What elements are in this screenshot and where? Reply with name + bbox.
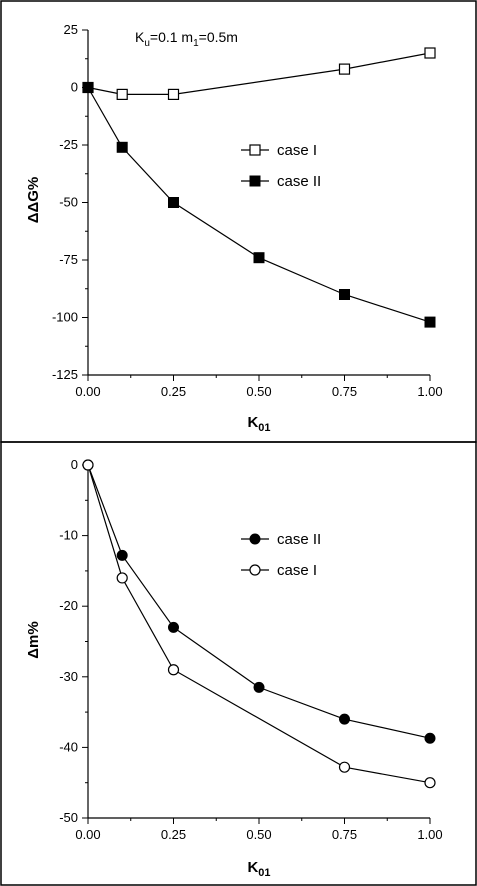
bottom-chart-data-point <box>424 777 436 789</box>
top-chart-data-point <box>424 316 436 328</box>
top-chart-legend-label: case I <box>277 142 317 159</box>
bottom-chart-x-tick-label: 0.00 <box>75 827 100 842</box>
top-chart-legend-label: case II <box>277 173 321 190</box>
bottom-chart-series-2 <box>82 459 436 789</box>
top-chart-annotation-part: =0.5m <box>199 29 238 45</box>
top-chart-data-point <box>82 82 94 93</box>
bottom-chart-data-point <box>339 713 350 725</box>
bottom-chart-data-point <box>338 761 351 773</box>
top-chart-legend-marker <box>249 175 261 187</box>
bottom-chart-x-tick-label: 0.50 <box>246 827 271 842</box>
top-chart-legend-marker <box>249 144 261 156</box>
top-chart-y-tick-label: -125 <box>52 367 78 382</box>
bottom-chart-data-point <box>116 572 128 584</box>
top-chart-annotation-part: K <box>135 29 145 45</box>
bottom-chart-data-point <box>167 664 180 676</box>
bottom-chart-data-point <box>116 549 128 561</box>
bottom-chart-x-tick-label: 0.25 <box>161 827 186 842</box>
top-chart-y-tick-label: -100 <box>52 310 78 325</box>
bottom-chart-x-axis-label-subscript: 01 <box>258 867 270 879</box>
bottom-chart-series-line <box>87 464 431 739</box>
top-chart-x-tick-label: 0.50 <box>246 384 271 399</box>
top-chart-data-point <box>168 197 179 208</box>
top-chart-y-axis-label: ΔΔG% <box>25 177 42 224</box>
top-chart-data-point <box>167 88 180 101</box>
bottom-chart-x-tick-label: 0.75 <box>332 827 357 842</box>
top-chart-data-point <box>339 289 350 300</box>
bottom-chart: 0.00 0.25 0.50 0.75 1.00 0 -10 -20 -30 -40 -50 K01 Δ… <box>25 457 443 879</box>
top-chart-x-axis-label-subscript: 01 <box>258 422 270 434</box>
top-chart: 0.00 0.25 0.50 0.75 1.00 25 0 -25 -50 -75 -100 -125… <box>25 22 443 434</box>
top-chart-x-axis-label: K01 <box>247 414 270 434</box>
bottom-chart-y-tick-label: -20 <box>59 598 78 613</box>
bottom-chart-data-point <box>82 459 94 471</box>
bottom-chart-legend-marker <box>249 564 261 576</box>
bottom-chart-y-axis-label: Δm% <box>25 621 42 658</box>
top-chart-y-tick-label: -75 <box>59 252 78 267</box>
bottom-chart-series-1 <box>82 459 436 744</box>
top-chart-annotation-part: =0.1 m <box>150 29 193 45</box>
bottom-chart-y-tick-label: 0 <box>71 457 78 472</box>
bottom-chart-y-tick-label: -50 <box>59 810 78 825</box>
bottom-chart-legend-marker <box>249 533 261 545</box>
bottom-chart-data-point <box>253 681 265 693</box>
top-chart-annotation-part: 1 <box>193 38 199 49</box>
top-chart-data-point <box>253 252 265 264</box>
bottom-chart-data-point <box>424 732 436 744</box>
top-chart-y-tick-label: 25 <box>64 22 78 37</box>
bottom-chart-y-tick-label: -40 <box>59 739 78 754</box>
top-chart-data-point <box>424 47 436 59</box>
top-chart-annotation-part: u <box>144 38 150 49</box>
top-chart-data-point <box>338 63 351 75</box>
top-chart-series-1 <box>82 47 436 101</box>
top-chart-data-point <box>116 141 128 153</box>
top-chart-y-tick-label: -25 <box>59 137 78 152</box>
bottom-chart-series-line <box>87 464 431 784</box>
top-chart-data-point <box>116 88 128 101</box>
top-chart-series-line <box>87 52 431 96</box>
top-chart-x-tick-label: 1.00 <box>417 384 442 399</box>
panel-bottom-frame <box>0 441 477 886</box>
top-chart-x-tick-label: 0.75 <box>332 384 357 399</box>
bottom-chart-legend-label: case I <box>277 562 317 579</box>
bottom-chart-y-tick-label: -10 <box>59 528 78 543</box>
bottom-chart-x-tick-label: 1.00 <box>417 827 442 842</box>
top-chart-x-tick-label: 0.00 <box>75 384 100 399</box>
bottom-chart-y-tick-label: -30 <box>59 669 78 684</box>
top-chart-y-tick-label: -50 <box>59 195 78 210</box>
top-chart-annotation: Ku=0.1 m1=0.5m <box>135 29 238 49</box>
bottom-chart-x-axis-label: K01 <box>247 859 270 879</box>
bottom-chart-data-point <box>168 621 179 633</box>
top-chart-series-line <box>87 87 431 323</box>
top-chart-y-tick-label: 0 <box>71 80 78 95</box>
top-chart-series-2 <box>82 82 436 328</box>
bottom-chart-legend-label: case II <box>277 531 321 548</box>
top-chart-x-tick-label: 0.25 <box>161 384 186 399</box>
